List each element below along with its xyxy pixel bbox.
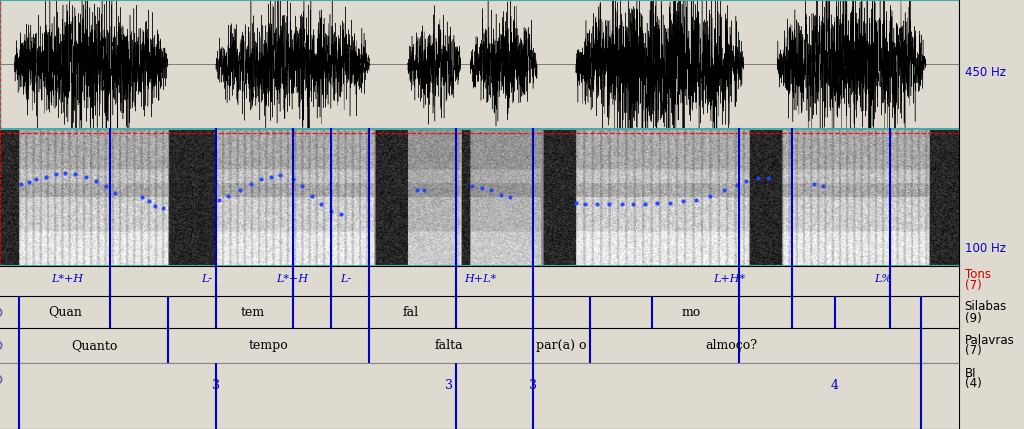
- Text: Silabas: Silabas: [965, 300, 1007, 313]
- Text: 4: 4: [830, 379, 839, 392]
- Text: L+H*: L+H*: [713, 275, 745, 284]
- Text: Palavras: Palavras: [965, 334, 1015, 347]
- Text: BI: BI: [965, 367, 976, 380]
- Text: Quanto: Quanto: [71, 339, 117, 352]
- Text: L*+H: L*+H: [51, 275, 83, 284]
- Text: H+L*: H+L*: [464, 275, 496, 284]
- Text: 100 Hz: 100 Hz: [965, 242, 1006, 255]
- Text: mo: mo: [681, 305, 700, 319]
- Text: L%: L%: [873, 275, 892, 284]
- Text: tempo: tempo: [249, 339, 289, 352]
- Text: Quan: Quan: [48, 305, 82, 319]
- Text: (4): (4): [965, 378, 981, 390]
- Text: (7): (7): [965, 344, 981, 357]
- Text: L-: L-: [201, 275, 212, 284]
- Text: tem: tem: [241, 305, 264, 319]
- Text: falta: falta: [435, 339, 463, 352]
- Text: par(a) o: par(a) o: [536, 339, 587, 352]
- Text: almoço?: almoço?: [706, 339, 757, 352]
- Text: Tons: Tons: [965, 268, 990, 281]
- Text: (9): (9): [965, 312, 981, 325]
- Text: 3: 3: [528, 379, 537, 392]
- Text: 450 Hz: 450 Hz: [965, 66, 1006, 79]
- Text: 3: 3: [212, 379, 220, 392]
- Text: fal: fal: [402, 305, 419, 319]
- Text: L*+H: L*+H: [276, 275, 308, 284]
- Text: 3: 3: [445, 379, 453, 392]
- Text: L-: L-: [340, 275, 351, 284]
- Text: (7): (7): [965, 279, 981, 292]
